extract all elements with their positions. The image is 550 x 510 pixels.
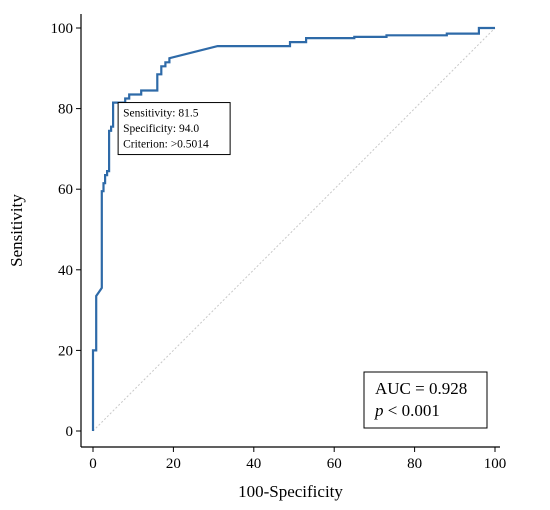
criterion-box: Sensitivity: 81.5 Specificity: 94.0 Criter… [117,102,231,156]
y-tick-label: 0 [66,424,74,440]
axes [80,14,500,448]
y-tick-label: 60 [58,182,73,198]
y-axis-title: Sensitivity [7,194,26,267]
x-tick-label: 80 [407,456,422,472]
criterion-box-line: Criterion: >0.5014 [123,139,209,151]
y-tick-label: 20 [58,343,73,359]
auc-box-frame [363,371,488,429]
x-tick-label: 100 [484,456,507,472]
criterion-box-line: Sensitivity: 81.5 [123,108,199,120]
x-axis-ticks: 0 20 40 60 80 100 [89,447,506,472]
x-tick-label: 40 [246,456,261,472]
auc-box: AUC = 0.928 p < 0.001 [363,371,488,429]
y-tick-label: 80 [58,102,73,118]
p-value-text: p < 0.001 [374,401,440,420]
reference-diagonal-line [92,27,496,432]
criterion-box-line: Specificity: 94.0 [123,123,199,135]
x-axis-title: 100-Specificity [238,482,343,501]
y-tick-label: 100 [51,21,74,37]
x-tick-label: 0 [89,456,97,472]
x-tick-label: 60 [327,456,342,472]
y-tick-label: 40 [58,263,73,279]
auc-value-text: AUC = 0.928 [375,379,467,398]
y-axis-ticks: 0 20 40 60 80 100 [51,21,81,440]
roc-curve [91,26,495,431]
criterion-box-frame [117,102,231,156]
x-tick-label: 20 [166,456,181,472]
